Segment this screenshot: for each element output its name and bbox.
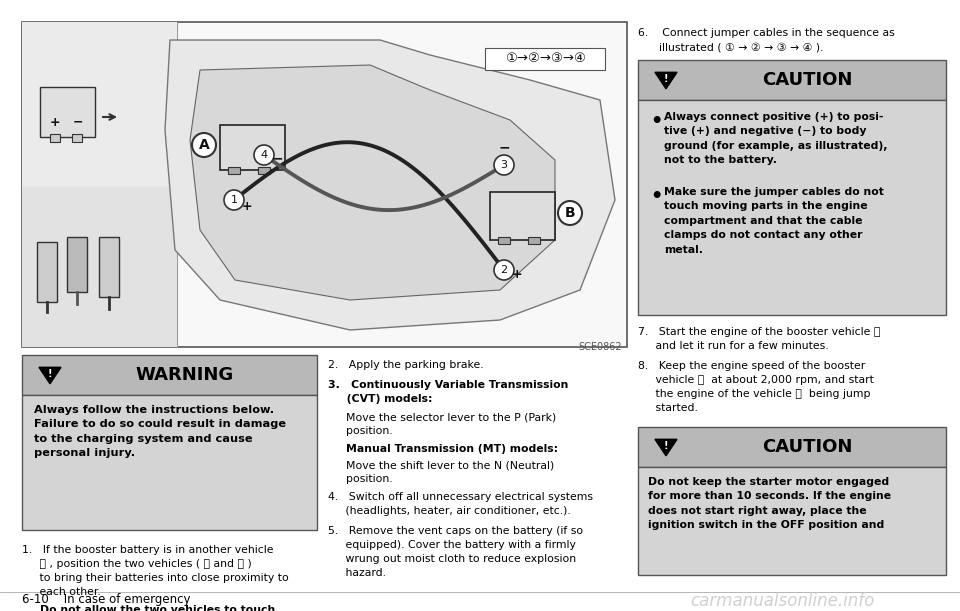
Bar bbox=[67, 237, 87, 292]
Circle shape bbox=[224, 190, 244, 210]
Text: !: ! bbox=[663, 74, 668, 84]
Text: 4: 4 bbox=[260, 150, 268, 160]
Text: wrung out moist cloth to reduce explosion: wrung out moist cloth to reduce explosio… bbox=[328, 554, 576, 564]
Text: CAUTION: CAUTION bbox=[762, 71, 852, 89]
Text: to bring their batteries into close proximity to: to bring their batteries into close prox… bbox=[22, 573, 289, 583]
Bar bbox=[22, 187, 177, 347]
Text: Always connect positive (+) to posi-
tive (+) and negative (−) to body
ground (f: Always connect positive (+) to posi- tiv… bbox=[664, 112, 887, 165]
Text: •: • bbox=[650, 187, 662, 206]
Text: Make sure the jumper cables do not
touch moving parts in the engine
compartment : Make sure the jumper cables do not touch… bbox=[664, 187, 884, 255]
Polygon shape bbox=[655, 72, 677, 89]
Text: 6.    Connect jumper cables in the sequence as: 6. Connect jumper cables in the sequence… bbox=[638, 28, 895, 38]
Text: 2: 2 bbox=[500, 265, 508, 275]
Bar bbox=[638, 100, 946, 315]
Text: 5.   Remove the vent caps on the battery (if so: 5. Remove the vent caps on the battery (… bbox=[328, 526, 583, 536]
Text: 1.   If the booster battery is in another vehicle: 1. If the booster battery is in another … bbox=[22, 545, 274, 555]
Circle shape bbox=[494, 260, 514, 280]
Circle shape bbox=[192, 133, 216, 157]
Text: (headlights, heater, air conditioner, etc.).: (headlights, heater, air conditioner, et… bbox=[328, 506, 571, 516]
Text: +: + bbox=[512, 268, 522, 282]
Bar bbox=[22, 22, 627, 347]
Polygon shape bbox=[165, 40, 615, 330]
Text: position.: position. bbox=[346, 474, 393, 484]
Bar bbox=[220, 125, 285, 170]
Bar bbox=[498, 237, 510, 244]
Text: +: + bbox=[50, 115, 60, 128]
Bar bbox=[99, 237, 119, 297]
Circle shape bbox=[558, 201, 582, 225]
Circle shape bbox=[494, 155, 514, 175]
Text: and let it run for a few minutes.: and let it run for a few minutes. bbox=[638, 341, 828, 351]
Text: the engine of the vehicle Ⓐ  being jump: the engine of the vehicle Ⓐ being jump bbox=[638, 389, 871, 399]
Text: 8.   Keep the engine speed of the booster: 8. Keep the engine speed of the booster bbox=[638, 361, 865, 371]
Text: 4.   Switch off all unnecessary electrical systems: 4. Switch off all unnecessary electrical… bbox=[328, 492, 593, 502]
Bar bbox=[638, 427, 946, 467]
Text: Move the selector lever to the P (Park): Move the selector lever to the P (Park) bbox=[346, 412, 556, 422]
Bar bbox=[22, 395, 317, 530]
Text: Do not keep the starter motor engaged
for more than 10 seconds. If the engine
do: Do not keep the starter motor engaged fo… bbox=[648, 477, 891, 530]
Text: equipped). Cover the battery with a firmly: equipped). Cover the battery with a firm… bbox=[328, 540, 576, 550]
Bar bbox=[22, 355, 317, 395]
Text: illustrated ( ① → ② → ③ → ④ ).: illustrated ( ① → ② → ③ → ④ ). bbox=[638, 42, 824, 52]
Text: WARNING: WARNING bbox=[135, 366, 233, 384]
Bar bbox=[50, 134, 60, 142]
Circle shape bbox=[254, 145, 274, 165]
Bar bbox=[228, 167, 240, 174]
Text: SCE0862: SCE0862 bbox=[578, 342, 622, 352]
Text: +: + bbox=[242, 200, 252, 213]
Text: A: A bbox=[199, 138, 209, 152]
Polygon shape bbox=[190, 65, 555, 300]
Text: Manual Transmission (MT) models:: Manual Transmission (MT) models: bbox=[346, 444, 558, 454]
Text: 6-10    In case of emergency: 6-10 In case of emergency bbox=[22, 593, 190, 607]
Text: −: − bbox=[73, 115, 84, 128]
Bar bbox=[490, 192, 555, 240]
Bar bbox=[638, 60, 946, 100]
Text: ①→②→③→④: ①→②→③→④ bbox=[505, 53, 586, 65]
Text: Do not allow the two vehicles to touch.: Do not allow the two vehicles to touch. bbox=[40, 605, 279, 611]
Bar bbox=[485, 48, 605, 70]
Text: (CVT) models:: (CVT) models: bbox=[328, 394, 433, 404]
Polygon shape bbox=[39, 367, 61, 384]
Bar bbox=[37, 242, 57, 302]
Text: 1: 1 bbox=[230, 195, 237, 205]
Text: started.: started. bbox=[638, 403, 698, 413]
Text: 2.   Apply the parking brake.: 2. Apply the parking brake. bbox=[328, 360, 484, 370]
Text: position.: position. bbox=[346, 426, 393, 436]
Text: 3.   Continuously Variable Transmission: 3. Continuously Variable Transmission bbox=[328, 380, 568, 390]
Text: Ⓑ , position the two vehicles ( Ⓐ and Ⓑ ): Ⓑ , position the two vehicles ( Ⓐ and Ⓑ … bbox=[22, 559, 252, 569]
Bar bbox=[72, 134, 82, 142]
Bar bbox=[22, 22, 177, 187]
Text: −: − bbox=[271, 151, 283, 165]
Bar bbox=[258, 167, 270, 174]
Text: carmanualsonline.info: carmanualsonline.info bbox=[690, 592, 875, 610]
Bar bbox=[638, 467, 946, 575]
Text: !: ! bbox=[663, 441, 668, 451]
Text: −: − bbox=[498, 140, 510, 154]
Polygon shape bbox=[655, 439, 677, 456]
Text: each other.: each other. bbox=[22, 587, 101, 597]
Text: Move the shift lever to the N (Neutral): Move the shift lever to the N (Neutral) bbox=[346, 460, 554, 470]
Bar bbox=[528, 237, 540, 244]
Text: !: ! bbox=[48, 369, 52, 379]
Text: 7.   Start the engine of the booster vehicle Ⓑ: 7. Start the engine of the booster vehic… bbox=[638, 327, 880, 337]
Text: •: • bbox=[650, 112, 662, 131]
Text: 3: 3 bbox=[500, 160, 508, 170]
Text: hazard.: hazard. bbox=[328, 568, 386, 578]
Text: Always follow the instructions below.
Failure to do so could result in damage
to: Always follow the instructions below. Fa… bbox=[34, 405, 286, 458]
Text: vehicle Ⓑ  at about 2,000 rpm, and start: vehicle Ⓑ at about 2,000 rpm, and start bbox=[638, 375, 874, 385]
Text: B: B bbox=[564, 206, 575, 220]
Bar bbox=[40, 87, 95, 137]
Text: CAUTION: CAUTION bbox=[762, 438, 852, 456]
